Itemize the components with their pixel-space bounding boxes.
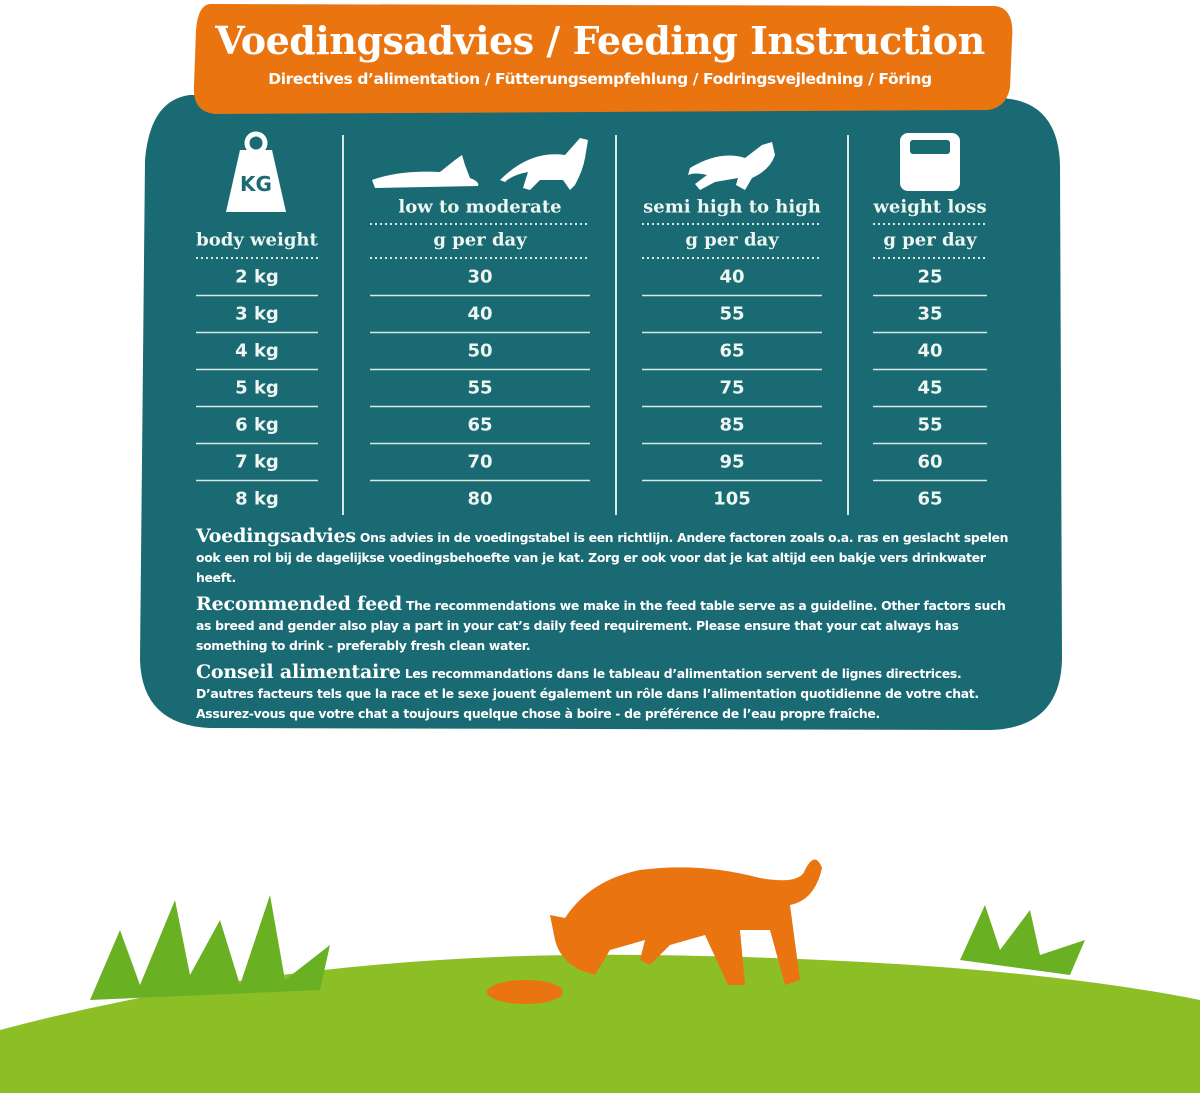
- note: Conseil alimentaire Les recommandations d…: [196, 662, 1016, 724]
- body-weight: 5 kg: [235, 377, 279, 399]
- grams-per-day: 95: [719, 451, 745, 473]
- grass: [90, 895, 1085, 1000]
- grams-per-day: 50: [467, 340, 493, 362]
- column-heading: body weight: [196, 229, 318, 251]
- column-heading: g per day: [685, 229, 779, 251]
- title: Voedingsadvies / Feeding Instruction: [215, 18, 985, 63]
- panel: [140, 95, 1062, 730]
- grams-per-day: 55: [467, 377, 493, 399]
- kg-label: KG: [240, 172, 272, 196]
- notes: Voedingsadvies Ons advies in de voedingst…: [196, 526, 1016, 730]
- note-heading: Conseil alimentaire: [196, 661, 401, 683]
- grams-per-day: 80: [467, 488, 493, 510]
- grams-per-day: 40: [719, 266, 745, 288]
- group-heading: weight loss: [873, 196, 987, 218]
- cat: [487, 859, 822, 1004]
- grams-per-day: 70: [467, 451, 493, 473]
- body-weight: 4 kg: [235, 340, 279, 362]
- grams-per-day: 35: [917, 303, 943, 325]
- group-heading: semi high to high: [643, 196, 821, 218]
- column-heading: g per day: [883, 229, 977, 251]
- column-dividers: [342, 135, 849, 515]
- grams-per-day: 40: [467, 303, 493, 325]
- grams-per-day: 65: [917, 488, 943, 510]
- note-text: Les recommandations dans le tableau d’al…: [196, 666, 979, 721]
- note-text: Ons advies in de voedingstabel is een ri…: [196, 530, 1009, 585]
- note: Recommended feed The recommendations we m…: [196, 594, 1016, 656]
- grams-per-day: 85: [719, 414, 745, 436]
- icons: [226, 131, 960, 212]
- group-heading: low to moderate: [398, 196, 562, 218]
- body-weight: 8 kg: [235, 488, 279, 510]
- body-weight: 6 kg: [235, 414, 279, 436]
- note-text: The recommendations we make in the feed …: [196, 598, 1006, 653]
- header-banner: [193, 4, 1013, 114]
- note-heading: Recommended feed: [196, 593, 402, 615]
- grams-per-day: 105: [713, 488, 751, 510]
- subtitle: Directives d’alimentation / Fütterungsem…: [268, 70, 932, 88]
- grams-per-day: 55: [917, 414, 943, 436]
- note-heading: Voedingsadvies: [196, 525, 356, 547]
- body-weight: 3 kg: [235, 303, 279, 325]
- grams-per-day: 30: [467, 266, 493, 288]
- grams-per-day: 60: [917, 451, 943, 473]
- grams-per-day: 75: [719, 377, 745, 399]
- grams-per-day: 40: [917, 340, 943, 362]
- grams-per-day: 65: [719, 340, 745, 362]
- grams-per-day: 45: [917, 377, 943, 399]
- grams-per-day: 65: [467, 414, 493, 436]
- body-weight: 2 kg: [235, 266, 279, 288]
- grams-per-day: 25: [917, 266, 943, 288]
- note: Voedingsadvies Ons advies in de voedingst…: [196, 526, 1016, 588]
- body-weight: 7 kg: [235, 451, 279, 473]
- column-heading: g per day: [433, 229, 527, 251]
- grams-per-day: 55: [719, 303, 745, 325]
